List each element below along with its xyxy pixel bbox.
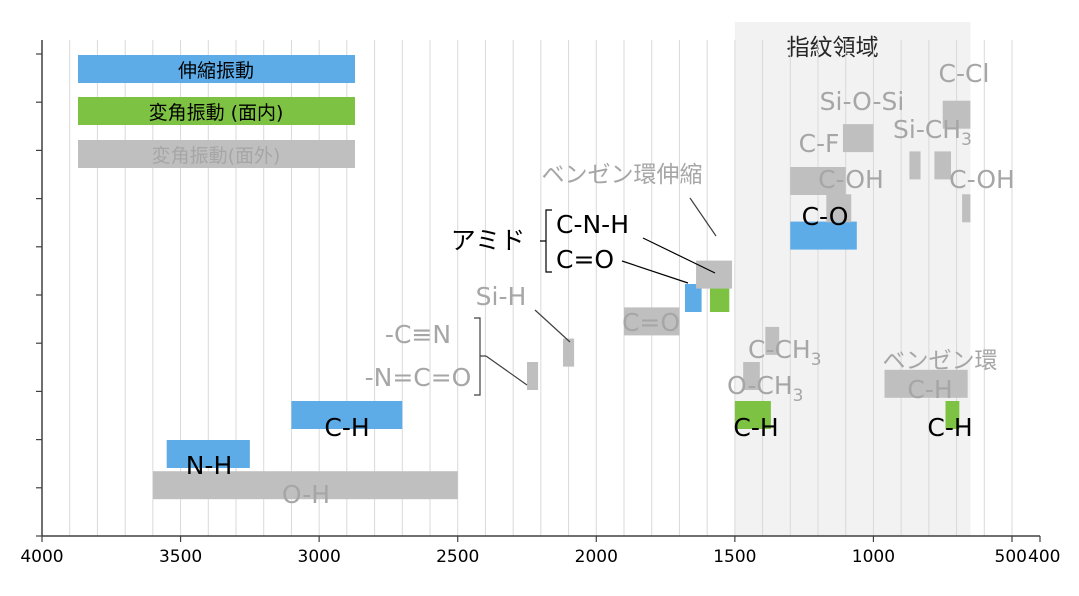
bars [152, 100, 971, 500]
label-n-h: N-H [186, 451, 233, 480]
bar-si-ch3-13 [909, 151, 921, 180]
bar-c-cl-16 [942, 100, 971, 129]
legend-swatch-bend-out [78, 140, 355, 168]
bar-c-o-5 [624, 307, 680, 336]
bar-unlabeled-3 [527, 362, 539, 390]
x-tick-label: 3000 [298, 547, 341, 567]
annotation-benzene: ベンゼン環 [883, 348, 998, 374]
leader-nitrile [485, 355, 528, 386]
x-tick-label: 2000 [575, 547, 618, 567]
fingerprint-region-label: 指紋領域 [787, 35, 879, 61]
annotation-isocyanate: -N=C=O [365, 363, 472, 392]
legend-label-bend-out: 変角振動(面外) [152, 145, 281, 167]
leader-c-eq-o [621, 260, 689, 284]
x-tick-label: 500 [995, 547, 1027, 567]
label-c-cl: C-Cl [939, 59, 990, 88]
leader-si-h [534, 309, 571, 343]
legend-label-bend-in: 変角振動 (面内) [149, 102, 284, 124]
label-si-o-si: Si-O-Si [820, 87, 905, 116]
bar-n-h-1 [166, 440, 250, 468]
leader-c-n-h [642, 237, 716, 274]
annotation-amide: アミド [451, 226, 526, 255]
bar-c-o-9 [790, 221, 857, 250]
bar-unlabeled-4 [563, 338, 575, 367]
bar-c-h-2 [291, 401, 403, 429]
bar-c-oh-11 [962, 194, 971, 223]
bracket-nitrile [474, 317, 486, 396]
label-c-oh-2: C-OH [949, 165, 1015, 194]
x-tick-label: 4000 [20, 547, 63, 567]
bar-o-ch3-18 [743, 362, 760, 390]
annotation-si-h: Si-H [476, 282, 527, 311]
x-tick-label: 1000 [852, 547, 895, 567]
label-c-oh-1: C-OH [818, 165, 884, 194]
annotation-nitrile: -C≡N [385, 320, 451, 349]
legend: 伸縮振動 変角振動 (面内) 変角振動(面外) [78, 55, 355, 168]
x-tick-label: 1500 [713, 547, 756, 567]
label-c-o-gray: C=O [622, 308, 680, 337]
bar-unlabeled-6 [684, 284, 702, 312]
annotation-c-eq-o: C=O [556, 245, 614, 274]
x-tick-label: 2500 [436, 547, 479, 567]
legend-swatch-stretch [78, 55, 355, 83]
label-o-h: O-H [282, 480, 330, 509]
bar-c-h-20 [884, 369, 968, 398]
bar-c-oh-10 [826, 194, 852, 223]
bar-c-ch3-17 [765, 326, 780, 355]
x-tick-label: 3500 [159, 547, 202, 567]
label-c-h-bend-1: C-H [733, 413, 778, 442]
bar-c-f-12 [790, 167, 846, 195]
label-c-h-stretch: C-H [324, 413, 369, 442]
label-c-f: C-F [799, 129, 840, 158]
bracket-amide [540, 209, 552, 273]
bar-c-h-19 [734, 401, 771, 429]
bar-unlabeled-14 [934, 151, 952, 180]
label-c-h-benzene: C-H [907, 375, 952, 404]
label-c-h-bend-2: C-H [927, 413, 972, 442]
bar-c-h-21 [945, 401, 960, 429]
bar-si-o-si-15 [842, 124, 874, 153]
leader-benzene-stretch [689, 197, 717, 237]
legend-label-stretch: 伸縮振動 [178, 60, 254, 82]
bar-unlabeled-7 [709, 284, 730, 312]
x-tick-label: 400 [1028, 547, 1060, 567]
bar-o-h-0 [152, 471, 458, 500]
bar-unlabeled-8 [696, 260, 733, 289]
y-ticks [36, 53, 42, 537]
annotations: -C≡N -N=C=O Si-H アミド C-N-H C=O ベンゼン環伸縮 ベ… [365, 162, 998, 396]
label-c-o-stretch: C-O [802, 202, 849, 231]
x-tick-labels: 4000 3500 3000 2500 2000 1500 1000 500 400 [20, 536, 1060, 567]
fingerprint-region-band [734, 22, 971, 536]
annotation-c-n-h: C-N-H [556, 210, 629, 239]
annotation-benzene-stretch: ベンゼン環伸縮 [542, 162, 703, 188]
legend-swatch-bend-in [78, 97, 355, 125]
